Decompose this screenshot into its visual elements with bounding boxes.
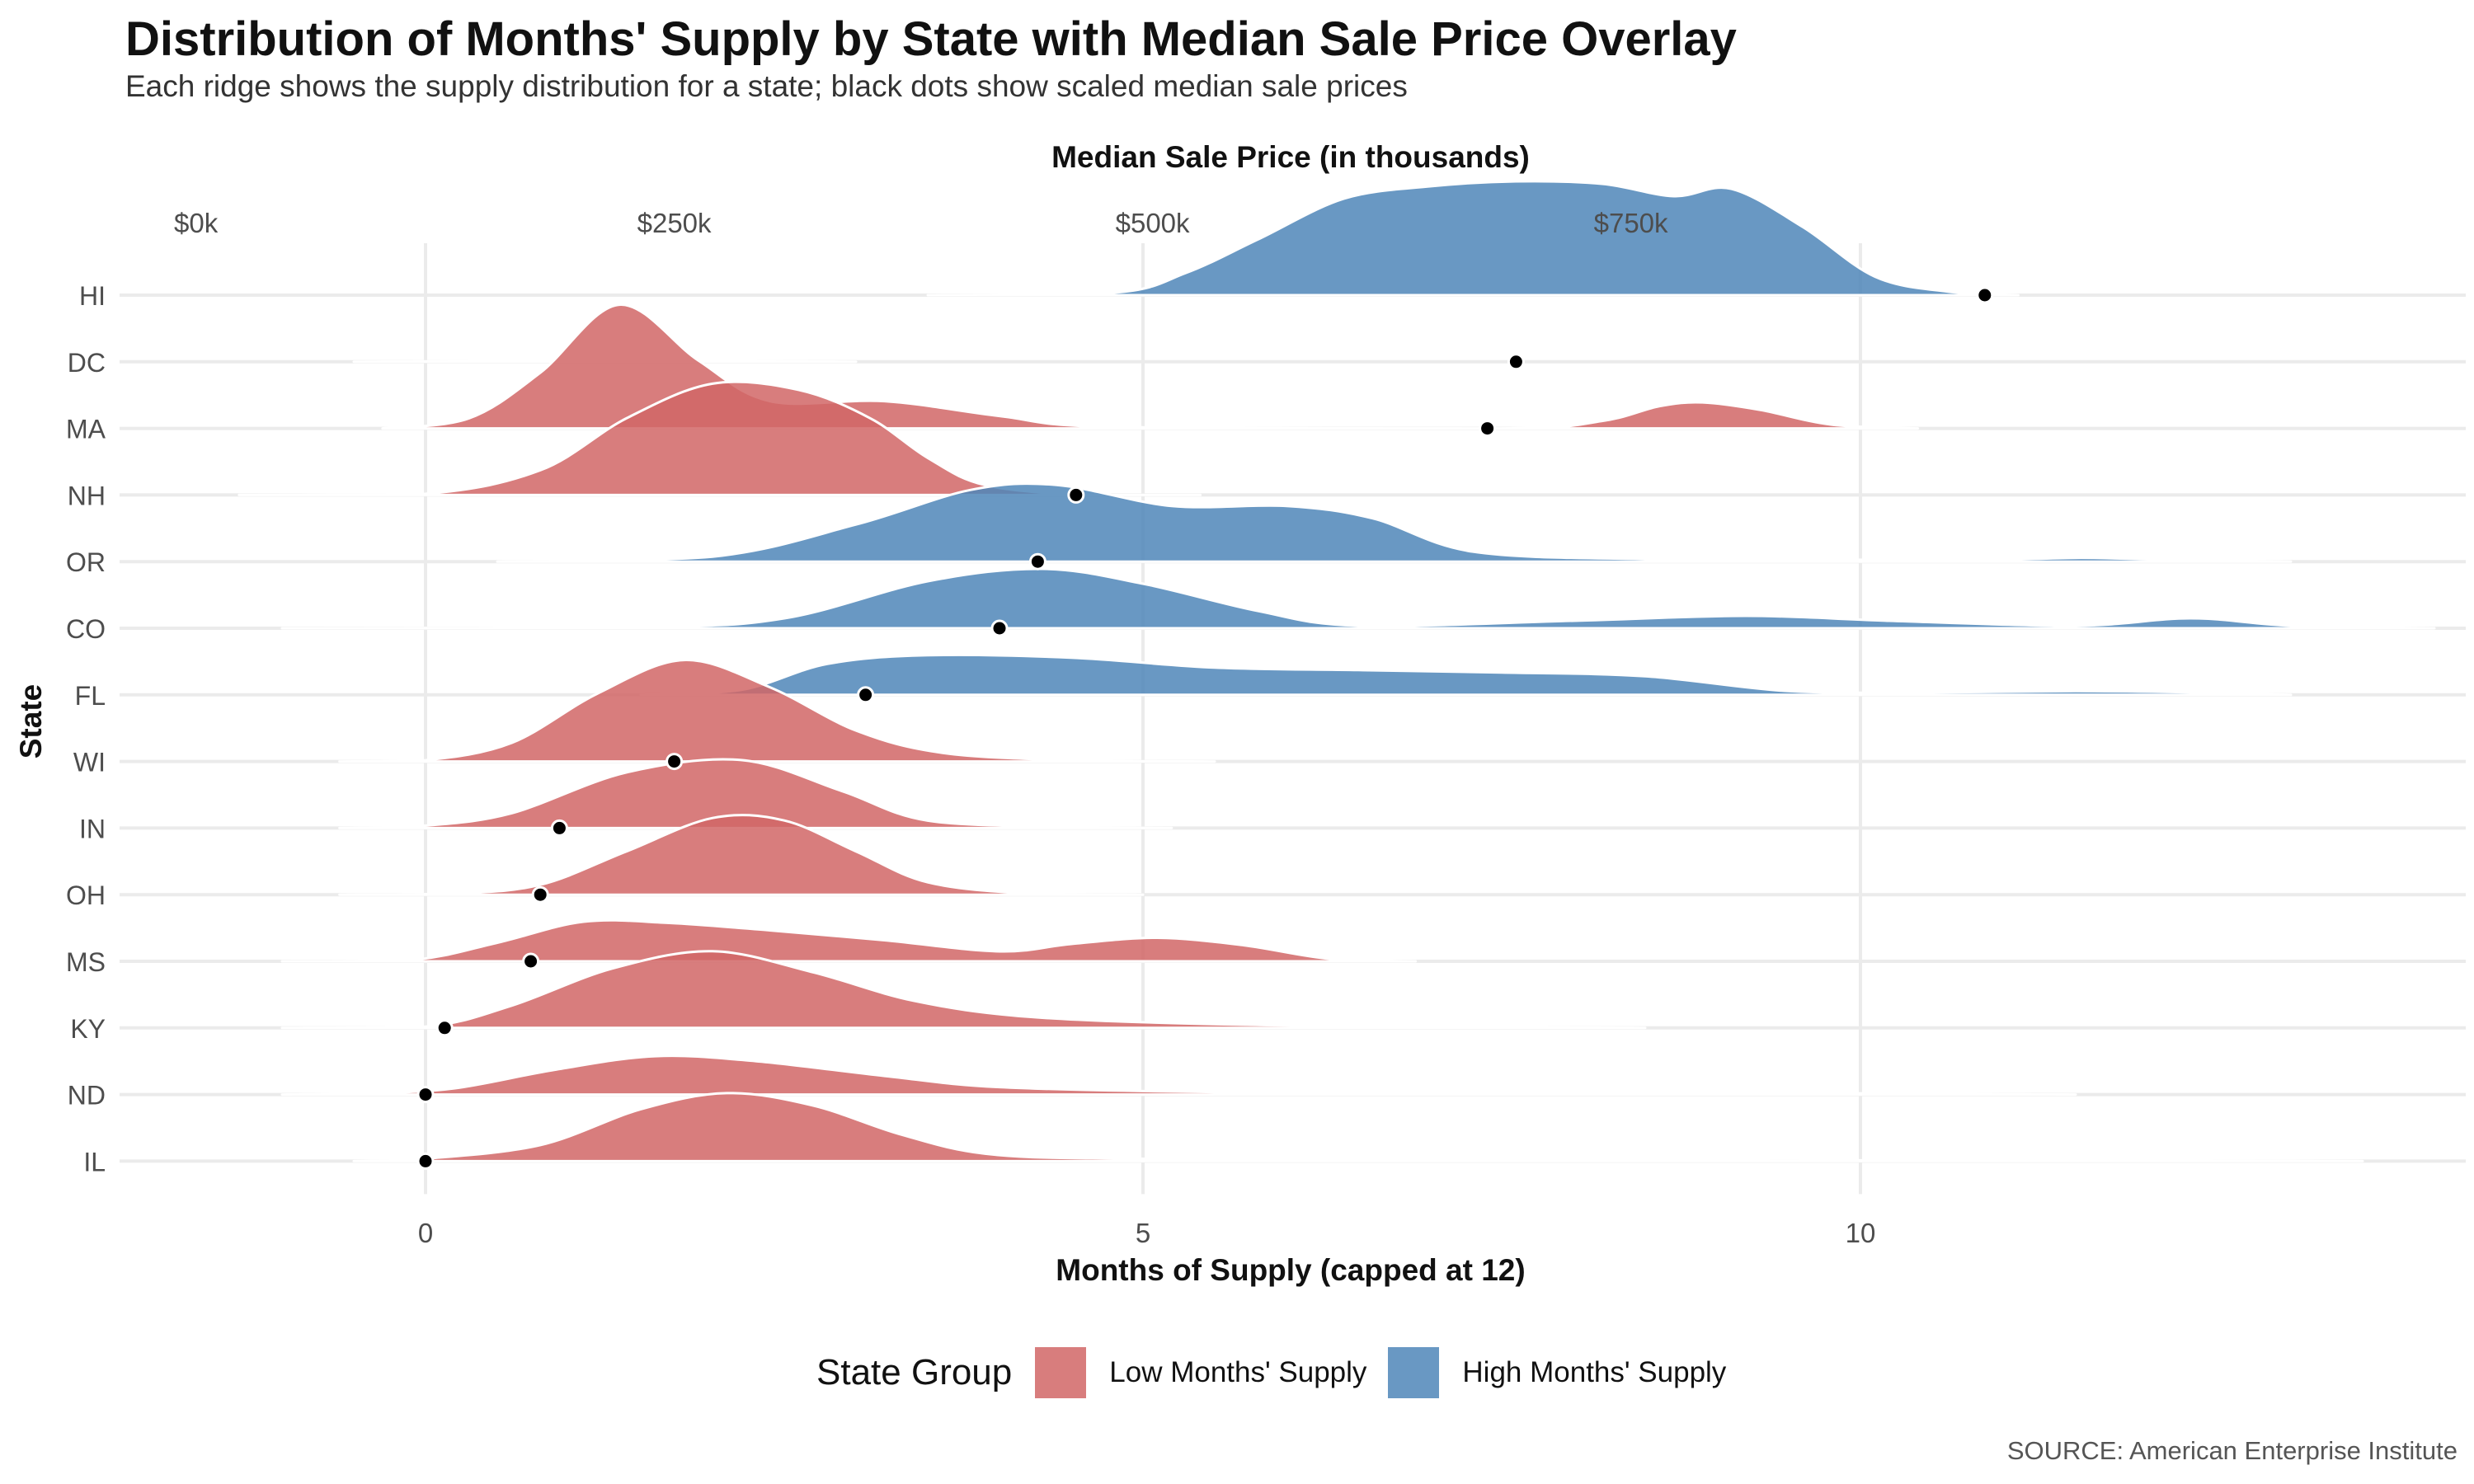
x-tick-label: 5 — [1136, 1218, 1150, 1248]
ridges — [238, 180, 2436, 1162]
secondary-axis-ticks: $0k $250k $500k $750k — [174, 208, 1668, 238]
median-price-dot-il — [416, 1152, 435, 1170]
median-price-dot-nh — [1067, 486, 1085, 504]
x-axis-ticks: 0 5 10 — [418, 1218, 1876, 1248]
ridge-hi — [926, 180, 2020, 297]
ridge-oh — [338, 814, 1145, 896]
state-label-dc: DC — [68, 348, 106, 378]
y-axis-labels: HI DC MA NH OR CO FL WI IN OH MS KY ND IL — [66, 281, 106, 1176]
state-label-nh: NH — [68, 481, 106, 510]
secondary-tick-label: $500k — [1116, 208, 1190, 238]
legend-label-high: High Months' Supply — [1462, 1356, 1727, 1388]
y-axis-title: State — [14, 684, 48, 758]
ridge-in — [338, 758, 1174, 829]
state-label-co: CO — [66, 614, 106, 644]
state-label-fl: FL — [75, 681, 106, 711]
state-label-hi: HI — [79, 281, 106, 311]
median-price-dot-ma — [1479, 420, 1497, 438]
source-note: SOURCE: American Enterprise Institute — [2006, 1436, 2458, 1465]
median-price-dots — [416, 286, 1994, 1170]
secondary-tick-label: $250k — [637, 208, 712, 238]
median-price-dot-fl — [857, 686, 875, 704]
x-tick-label: 0 — [418, 1218, 433, 1248]
median-price-dot-oh — [531, 885, 549, 904]
median-price-dot-in — [550, 819, 568, 837]
median-price-dot-nd — [416, 1086, 435, 1104]
median-price-dot-ms — [522, 952, 540, 970]
state-label-or: OR — [66, 547, 106, 577]
state-label-in: IN — [79, 814, 106, 843]
ridge-il — [352, 1092, 2364, 1162]
state-label-ms: MS — [66, 947, 106, 977]
ridge-co — [280, 567, 2436, 630]
median-price-dot-co — [990, 619, 1009, 637]
legend-label-low: Low Months' Supply — [1109, 1356, 1367, 1388]
ridge-ky — [280, 950, 1647, 1030]
legend-item-low: Low Months' Supply — [1035, 1347, 1366, 1398]
chart-subtitle: Each ridge shows the supply distribution… — [125, 69, 1408, 103]
ridge-ma — [381, 303, 1920, 430]
chart-title: Distribution of Months' Supply by State … — [125, 12, 1737, 66]
legend-item-high: High Months' Supply — [1388, 1347, 1726, 1398]
median-price-dot-or — [1028, 552, 1047, 571]
median-price-dot-hi — [1976, 286, 1994, 304]
x-tick-label: 10 — [1846, 1218, 1876, 1248]
state-label-oh: OH — [66, 881, 106, 910]
state-label-ky: KY — [70, 1014, 106, 1044]
median-price-dot-ky — [435, 1019, 454, 1037]
secondary-tick-label: $0k — [174, 208, 219, 238]
gridlines — [120, 243, 2466, 1195]
ridge-nd — [280, 1054, 2077, 1097]
state-label-wi: WI — [73, 748, 106, 777]
state-label-il: IL — [83, 1147, 106, 1176]
ridge-fl — [639, 653, 2293, 697]
legend-swatch-high — [1388, 1347, 1440, 1398]
ridge-ms — [280, 918, 1418, 963]
legend-swatch-low — [1035, 1347, 1087, 1398]
x-axis-title: Months of Supply (capped at 12) — [1056, 1253, 1525, 1287]
ridge-wi — [338, 659, 1216, 763]
state-label-ma: MA — [66, 415, 106, 444]
median-price-dot-dc — [1507, 353, 1525, 371]
secondary-axis-title: Median Sale Price (in thousands) — [1051, 140, 1530, 174]
legend-title: State Group — [816, 1352, 1013, 1392]
ridge-nh — [238, 380, 1202, 496]
median-price-dot-wi — [666, 753, 684, 771]
state-label-nd: ND — [68, 1081, 106, 1111]
secondary-tick-label: $750k — [1594, 208, 1668, 238]
ridge-or — [496, 482, 2293, 563]
legend: State Group Low Months' Supply High Mont… — [816, 1344, 1747, 1402]
